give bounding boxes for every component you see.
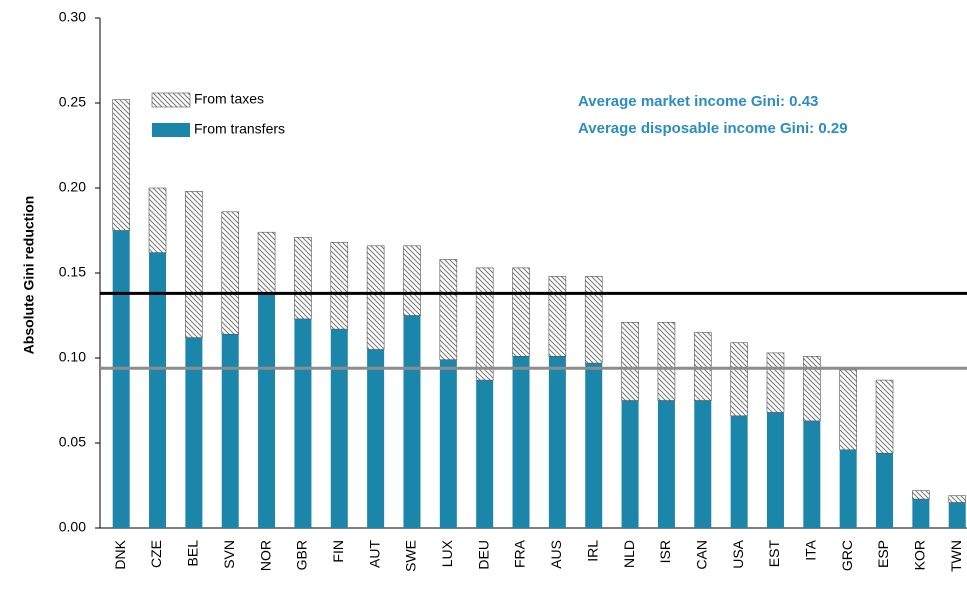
bar-segment	[548, 356, 566, 528]
bar-segment	[876, 453, 894, 528]
bar-segment	[148, 187, 167, 253]
bar-segment	[257, 231, 276, 294]
x-tick-label: GBR	[294, 540, 310, 570]
bar-segment	[766, 352, 785, 413]
annotation: Average disposable income Gini: 0.29	[578, 120, 848, 137]
y-tick-label: 0.00	[59, 519, 86, 535]
bar-segment	[839, 369, 857, 451]
bar-segment	[730, 342, 748, 417]
x-tick-label: KOR	[912, 540, 928, 570]
bar-segment	[221, 211, 240, 335]
x-tick-label: FRA	[512, 539, 528, 568]
bar-segment	[221, 334, 239, 528]
x-tick-label: NOR	[257, 540, 273, 571]
bar-segment	[584, 276, 603, 364]
bar-segment	[294, 318, 312, 528]
bar-segment	[185, 191, 203, 338]
bar-segment	[548, 276, 567, 357]
bar-segment	[185, 337, 203, 528]
x-tick-label: DNK	[112, 539, 128, 569]
bar-segment	[657, 321, 676, 401]
x-tick-label: IRL	[584, 540, 600, 562]
x-tick-label: ISR	[657, 540, 673, 563]
bar-segment	[258, 293, 276, 528]
bar-segment	[730, 415, 748, 528]
bar-segment	[439, 259, 458, 360]
x-tick-label: SVN	[221, 540, 237, 569]
bar-segment	[112, 230, 130, 528]
y-tick-label: 0.10	[59, 349, 86, 365]
bar-segment	[839, 449, 857, 528]
bar-segment	[403, 315, 421, 528]
bar-segment	[657, 400, 675, 528]
bar-segment	[803, 420, 821, 528]
legend-swatch	[152, 123, 190, 137]
bar-segment	[330, 329, 348, 528]
y-tick-label: 0.15	[59, 264, 86, 280]
bar-segment	[693, 332, 712, 401]
x-tick-label: LUX	[439, 539, 455, 567]
y-tick-label: 0.25	[59, 94, 86, 110]
bar-segment	[803, 355, 821, 422]
bar-segment	[403, 245, 421, 316]
x-tick-label: FIN	[330, 540, 346, 563]
bar-segment	[766, 412, 784, 528]
y-tick-label: 0.20	[59, 179, 86, 195]
bar-segment	[367, 349, 385, 528]
bar-segment	[475, 267, 494, 381]
x-tick-label: NLD	[621, 540, 637, 568]
x-tick-label: TWN	[948, 540, 964, 572]
bar-segment	[330, 242, 349, 330]
bar-segment	[694, 400, 712, 528]
bar-segment	[912, 499, 930, 528]
bar-segment	[948, 495, 967, 503]
x-tick-label: EST	[766, 540, 782, 568]
x-tick-label: CAN	[693, 540, 709, 570]
annotation: Average market income Gini: 0.43	[578, 93, 818, 110]
bar-segment	[476, 380, 494, 528]
legend-swatch	[151, 92, 191, 108]
legend-label: From taxes	[194, 91, 264, 107]
bar-segment	[585, 363, 603, 528]
x-tick-label: BEL	[185, 540, 201, 567]
bar-segment	[149, 252, 167, 528]
bar-segment	[875, 379, 894, 454]
bar-segment	[512, 356, 530, 528]
bar-segment	[294, 237, 312, 320]
bar-segment	[439, 359, 457, 528]
bar-segment	[621, 321, 639, 401]
y-tick-label: 0.30	[59, 9, 86, 25]
x-tick-label: AUT	[366, 540, 382, 568]
bar-segment	[912, 490, 930, 500]
bar-segment	[621, 400, 639, 528]
x-tick-label: CZE	[148, 540, 164, 568]
x-tick-label: AUS	[548, 540, 564, 569]
x-tick-label: DEU	[475, 540, 491, 570]
x-tick-label: ESP	[875, 540, 891, 568]
y-tick-label: 0.05	[59, 434, 86, 450]
bar-segment	[948, 502, 966, 528]
bar-segment	[512, 267, 530, 357]
bar-segment	[112, 99, 130, 231]
x-tick-label: SWE	[403, 540, 419, 572]
x-tick-label: GRC	[839, 540, 855, 571]
x-tick-label: ITA	[803, 539, 819, 560]
x-tick-label: USA	[730, 539, 746, 568]
legend-label: From transfers	[194, 121, 285, 137]
bar-segment	[366, 245, 385, 350]
y-axis-label: Absolute Gini reduction	[21, 196, 37, 355]
